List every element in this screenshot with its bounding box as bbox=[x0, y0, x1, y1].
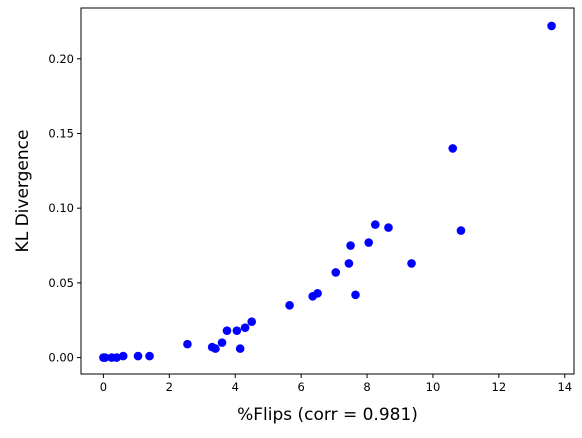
data-point bbox=[313, 289, 322, 298]
data-point bbox=[211, 344, 220, 353]
data-point bbox=[547, 22, 556, 31]
x-tick-label: 2 bbox=[166, 380, 173, 394]
y-tick-label: 0.10 bbox=[48, 201, 74, 215]
x-axis-title: %Flips (corr = 0.981) bbox=[237, 405, 418, 425]
x-tick-label: 6 bbox=[297, 380, 304, 394]
data-point bbox=[285, 301, 294, 310]
plot-area bbox=[81, 8, 574, 374]
data-point bbox=[183, 340, 192, 349]
x-tick-label: 10 bbox=[426, 380, 441, 394]
x-tick-label: 12 bbox=[492, 380, 507, 394]
y-tick-label: 0.00 bbox=[48, 351, 74, 365]
data-point bbox=[364, 238, 373, 247]
y-tick-label: 0.15 bbox=[48, 126, 74, 140]
data-point bbox=[448, 144, 457, 153]
y-tick-label: 0.05 bbox=[48, 276, 74, 290]
data-point bbox=[384, 223, 393, 232]
data-point bbox=[134, 352, 143, 361]
x-tick-label: 4 bbox=[232, 380, 239, 394]
data-point bbox=[407, 259, 416, 268]
data-points bbox=[99, 22, 556, 362]
data-point bbox=[345, 259, 354, 268]
data-point bbox=[457, 226, 466, 235]
y-axis-title: KL Divergence bbox=[13, 130, 33, 253]
data-point bbox=[233, 326, 242, 335]
plot-frame bbox=[81, 8, 574, 374]
data-point bbox=[346, 241, 355, 250]
y-tick-label: 0.20 bbox=[48, 52, 74, 66]
x-tick-label: 8 bbox=[363, 380, 370, 394]
y-axis-ticks: 0.00 0.05 0.10 0.15 0.20 bbox=[48, 52, 81, 365]
data-point bbox=[351, 291, 360, 300]
data-point bbox=[371, 220, 380, 229]
data-point bbox=[119, 352, 128, 361]
data-point bbox=[223, 326, 232, 335]
data-point bbox=[236, 344, 245, 353]
data-point bbox=[145, 352, 154, 361]
data-point bbox=[218, 338, 227, 347]
x-axis-ticks: 0 2 4 6 8 10 12 14 bbox=[100, 374, 572, 394]
x-tick-label: 14 bbox=[557, 380, 572, 394]
data-point bbox=[247, 317, 256, 326]
data-point bbox=[331, 268, 340, 277]
x-tick-label: 0 bbox=[100, 380, 107, 394]
data-point bbox=[241, 323, 250, 332]
